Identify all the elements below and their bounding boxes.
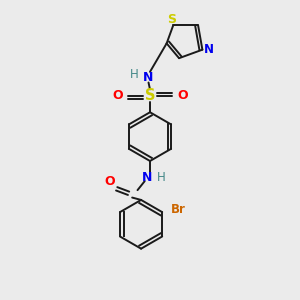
Text: N: N xyxy=(204,43,214,56)
Text: S: S xyxy=(167,13,176,26)
Text: Br: Br xyxy=(171,203,186,216)
Text: N: N xyxy=(142,171,152,184)
Text: N: N xyxy=(143,71,154,84)
Text: H: H xyxy=(157,171,166,184)
Text: O: O xyxy=(177,89,188,102)
Text: O: O xyxy=(112,89,123,102)
Text: O: O xyxy=(105,175,115,188)
Text: S: S xyxy=(145,88,155,104)
Text: H: H xyxy=(130,68,139,81)
